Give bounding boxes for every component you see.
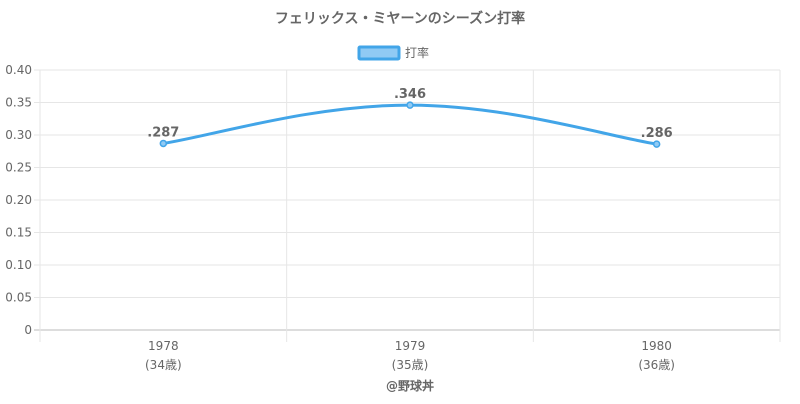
data-point[interactable] bbox=[652, 140, 661, 148]
y-tick-label: 0.30 bbox=[5, 128, 32, 142]
grid bbox=[34, 69, 781, 342]
y-tick-label: 0.40 bbox=[5, 63, 32, 77]
x-tick-sublabel: (34歳) bbox=[145, 358, 182, 372]
data-point[interactable] bbox=[159, 139, 168, 148]
data-point[interactable] bbox=[406, 101, 414, 109]
legend-swatch bbox=[357, 45, 401, 61]
y-tick-label: 0.25 bbox=[5, 161, 32, 175]
y-tick-label: 0.20 bbox=[5, 193, 32, 207]
legend-label: 打率 bbox=[405, 45, 429, 60]
x-tick-sublabel: (36歳) bbox=[638, 358, 675, 372]
y-tick-label: 0 bbox=[24, 323, 32, 337]
series-line bbox=[163, 103, 657, 146]
x-axis: 1978 (34歳) 1979 (35歳) 1980 (36歳) bbox=[145, 339, 675, 372]
data-label: .286 bbox=[641, 126, 673, 141]
footer-credit: @野球丼 bbox=[386, 378, 434, 393]
y-tick-label: 0.05 bbox=[5, 291, 32, 305]
series-group: .287 .346 .286 bbox=[147, 87, 673, 148]
x-tick-label: 1980 bbox=[641, 339, 672, 353]
data-label: .287 bbox=[147, 125, 179, 140]
y-tick-label: 0.15 bbox=[5, 226, 32, 240]
y-tick-label: 0.10 bbox=[5, 258, 32, 272]
x-tick-label: 1978 bbox=[148, 339, 179, 353]
chart-title: フェリックス・ミヤーンのシーズン打率 bbox=[275, 10, 525, 27]
legend[interactable]: 打率 bbox=[357, 45, 429, 61]
y-axis: 0 0.05 0.10 0.15 0.20 0.25 0.30 0.35 0.40 bbox=[5, 63, 32, 337]
y-tick-label: 0.35 bbox=[5, 96, 32, 110]
x-tick-sublabel: (35歳) bbox=[392, 358, 429, 372]
x-tick-label: 1979 bbox=[395, 339, 426, 353]
data-label: .346 bbox=[394, 87, 426, 102]
